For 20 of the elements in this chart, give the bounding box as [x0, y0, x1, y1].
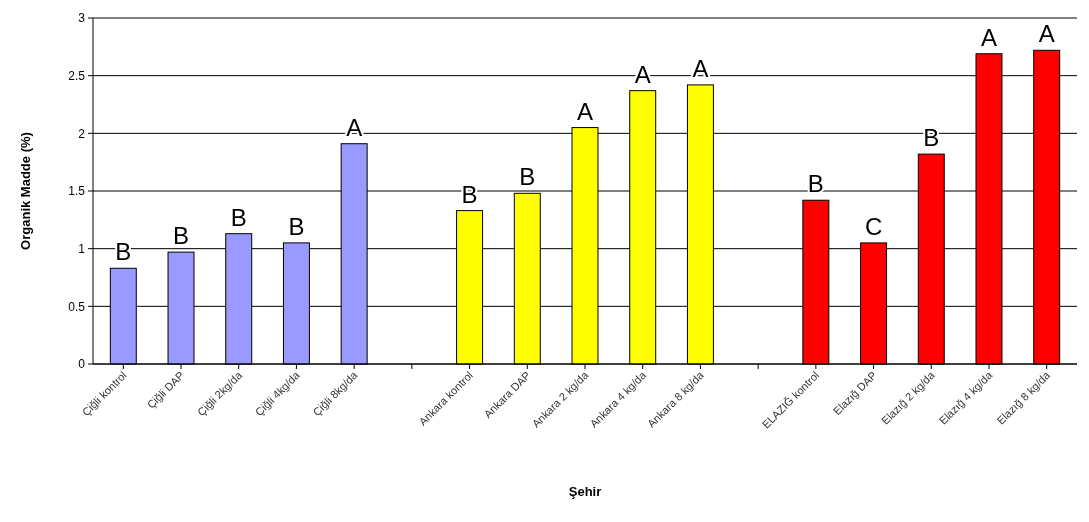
- x-axis-title: Şehir: [568, 484, 602, 499]
- y-tick-label: 2: [78, 126, 86, 141]
- annotation: B: [519, 163, 536, 191]
- y-tick-label: 2.5: [68, 68, 86, 83]
- annotation: A: [692, 54, 709, 82]
- annotation: B: [288, 212, 305, 240]
- y-tick-label: 3: [78, 11, 86, 26]
- y-tick-label: 1: [78, 241, 86, 256]
- annotation: B: [230, 203, 247, 231]
- annotation: A: [576, 97, 594, 125]
- annotation: B: [461, 180, 478, 208]
- y-tick-label: 0: [78, 357, 86, 372]
- y-tick-label: 1.5: [68, 184, 86, 199]
- annotation: B: [173, 222, 190, 250]
- annotation: A: [1038, 20, 1055, 48]
- annotation: A: [980, 23, 997, 51]
- y-axis-title: Organik Madde (%): [18, 132, 33, 250]
- annotation: C: [864, 212, 883, 240]
- annotation: B: [807, 170, 824, 198]
- y-tick-label: 0.5: [68, 299, 86, 314]
